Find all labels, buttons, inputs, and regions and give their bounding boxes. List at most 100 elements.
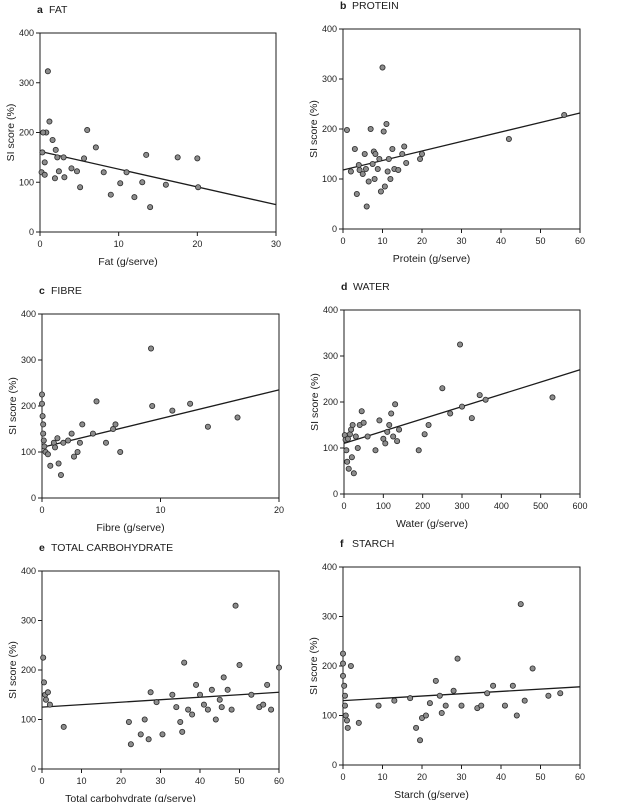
data-point [234, 414, 241, 421]
data-point [341, 692, 348, 699]
x-tick-label: 30 [456, 236, 466, 246]
plot-frame [41, 313, 280, 499]
data-point [60, 439, 67, 446]
data-point [228, 706, 235, 713]
data-point [137, 731, 144, 738]
data-point [439, 385, 446, 392]
data-point [341, 682, 348, 689]
data-point [417, 737, 424, 744]
x-tick-label: 40 [496, 236, 506, 246]
y-tick-label: 400 [21, 566, 36, 576]
x-tick-label: 10 [377, 236, 387, 246]
y-tick-label: 400 [19, 28, 34, 38]
data-point [458, 702, 465, 709]
data-point [468, 415, 475, 422]
data-point [74, 448, 81, 455]
data-point [342, 712, 349, 719]
data-point [386, 421, 393, 428]
data-point [343, 447, 350, 454]
data-point [371, 175, 378, 182]
data-point [92, 144, 99, 151]
data-point [174, 154, 181, 161]
panel-letter: b [340, 0, 346, 12]
data-point [110, 425, 117, 432]
data-point [352, 433, 359, 440]
data-point [46, 118, 53, 125]
data-point [187, 400, 194, 407]
data-point [84, 127, 91, 134]
data-point [143, 151, 150, 158]
data-point [417, 155, 424, 162]
data-point [68, 430, 75, 437]
data-point [125, 718, 132, 725]
data-point [407, 695, 414, 702]
data-point [159, 731, 166, 738]
data-point [369, 160, 376, 167]
data-point [117, 180, 124, 187]
y-tick-label: 300 [323, 351, 338, 361]
data-point [450, 687, 457, 694]
x-tick-label: 0 [37, 239, 42, 249]
y-tick-label: 100 [322, 174, 337, 184]
x-tick-label: 60 [575, 772, 585, 782]
data-point [224, 686, 231, 693]
data-point [39, 391, 46, 398]
regression-line [41, 389, 280, 449]
data-point [204, 423, 211, 430]
data-point [372, 150, 379, 157]
data-point [364, 433, 371, 440]
data-point [73, 168, 80, 175]
data-point [375, 702, 382, 709]
data-point [52, 146, 59, 153]
data-point [367, 126, 374, 133]
x-tick-label: 30 [456, 772, 466, 782]
data-point [248, 691, 255, 698]
data-point [355, 719, 362, 726]
data-point [68, 165, 75, 172]
x-axis-label: Protein (g/serve) [393, 253, 471, 265]
data-point [100, 169, 107, 176]
regression-line [342, 112, 581, 171]
data-point [55, 460, 62, 467]
data-point [70, 453, 77, 460]
data-point [384, 428, 391, 435]
y-tick-label: 200 [21, 401, 36, 411]
data-point [561, 112, 568, 119]
y-axis-label: SI score (%) [309, 373, 321, 431]
data-point [385, 155, 392, 162]
x-tick-label: 0 [340, 236, 345, 246]
data-point [545, 692, 552, 699]
data-point [40, 437, 47, 444]
data-point [40, 430, 47, 437]
data-point [341, 702, 348, 709]
y-tick-label: 300 [21, 616, 36, 626]
data-point [355, 161, 362, 168]
x-axis-label: Water (g/serve) [396, 518, 468, 530]
data-point [484, 690, 491, 697]
data-point [442, 702, 449, 709]
data-point [275, 664, 282, 671]
data-point [112, 421, 119, 428]
x-tick-label: 0 [39, 505, 44, 515]
x-tick-label: 0 [341, 501, 346, 511]
data-point [339, 660, 346, 667]
data-point [344, 724, 351, 731]
data-point [394, 438, 401, 445]
data-point [60, 723, 67, 730]
data-point [40, 654, 47, 661]
data-point [149, 402, 156, 409]
data-point [391, 697, 398, 704]
data-point [426, 700, 433, 707]
data-point [41, 171, 48, 178]
data-point [204, 706, 211, 713]
data-point [354, 444, 361, 451]
y-axis-label: SI score (%) [5, 104, 17, 162]
data-point [131, 194, 138, 201]
x-tick-label: 20 [417, 236, 427, 246]
y-tick-label: 0 [333, 489, 338, 499]
data-point [388, 410, 395, 417]
data-point [44, 68, 51, 75]
y-tick-label: 200 [19, 128, 34, 138]
data-point [139, 179, 146, 186]
